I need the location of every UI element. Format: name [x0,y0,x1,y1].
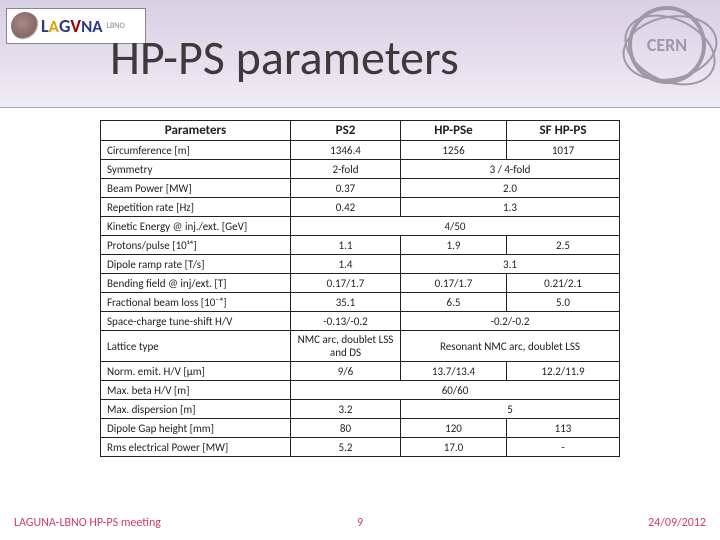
cern-label: CERN [647,34,687,56]
value-cell: 12.2/11.9 [507,362,620,381]
table-row: Repetition rate [Hz]0.421.3 [101,198,620,217]
param-cell: Protons/pulse [10¹⁴] [101,236,291,255]
value-cell: 1.4 [291,255,401,274]
param-cell: Dipole Gap height [mm] [101,419,291,438]
col-header-sfhpps: SF HP-PS [507,121,620,141]
value-cell: 0.17/1.7 [291,274,401,293]
logo-swirl-icon [11,12,39,40]
col-header-parameters: Parameters [101,121,291,141]
table-row: Fractional beam loss [10⁻⁴]35.16.55.0 [101,293,620,312]
slide-number: 9 [357,516,363,530]
value-cell: 9/6 [291,362,401,381]
value-cell: 3.2 [291,400,401,419]
param-cell: Kinetic Energy @ inj./ext. [GeV] [101,217,291,236]
value-cell: 0.17/1.7 [401,274,507,293]
value-cell: 2-fold [291,160,401,179]
table-row: Symmetry2-fold3 / 4-fold [101,160,620,179]
logo-letter: L [41,15,49,37]
footer-left: LAGUNA-LBNO HP-PS meeting [14,516,161,530]
slide-title: HP-PS parameters [110,28,459,87]
param-cell: Lattice type [101,331,291,362]
param-cell: Beam Power [MW] [101,179,291,198]
value-cell: Resonant NMC arc, doublet LSS [401,331,620,362]
table-row: Rms electrical Power [MW]5.217.0- [101,438,620,457]
param-cell: Fractional beam loss [10⁻⁴] [101,293,291,312]
value-cell: - [507,438,620,457]
table-row: Max. beta H/V [m]60/60 [101,381,620,400]
value-cell: 5.2 [291,438,401,457]
value-cell: 3.1 [401,255,620,274]
table-row: Beam Power [MW]0.372.0 [101,179,620,198]
value-cell: -0.2/-0.2 [401,312,620,331]
value-cell: 4/50 [291,217,620,236]
footer-date: 24/09/2012 [648,516,706,530]
table-header-row: Parameters PS2 HP-PSe SF HP-PS [101,121,620,141]
logo-letter: N [81,16,92,37]
param-cell: Symmetry [101,160,291,179]
value-cell: 113 [507,419,620,438]
table-row: Lattice typeNMC arc, doublet LSS and DSR… [101,331,620,362]
value-cell: -0.13/-0.2 [291,312,401,331]
logo-text: L A G V N A [41,15,103,37]
value-cell: 0.37 [291,179,401,198]
logo-letter: V [70,15,81,37]
value-cell: 1346.4 [291,141,401,160]
value-cell: 0.21/2.1 [507,274,620,293]
param-cell: Repetition rate [Hz] [101,198,291,217]
value-cell: 5.0 [507,293,620,312]
value-cell: 1.9 [401,236,507,255]
parameters-table: Parameters PS2 HP-PSe SF HP-PS Circumfer… [100,120,620,457]
table-row: Space-charge tune-shift H/V-0.13/-0.2-0.… [101,312,620,331]
value-cell: 1.1 [291,236,401,255]
table-row: Protons/pulse [10¹⁴]1.11.92.5 [101,236,620,255]
param-cell: Space-charge tune-shift H/V [101,312,291,331]
col-header-ps2: PS2 [291,121,401,141]
param-cell: Max. beta H/V [m] [101,381,291,400]
table-row: Kinetic Energy @ inj./ext. [GeV]4/50 [101,217,620,236]
table-row: Bending field @ inj/ext. [T]0.17/1.70.17… [101,274,620,293]
param-cell: Max. dispersion [m] [101,400,291,419]
value-cell: 13.7/13.4 [401,362,507,381]
value-cell: NMC arc, doublet LSS and DS [291,331,401,362]
col-header-hppse: HP-PSe [401,121,507,141]
value-cell: 35.1 [291,293,401,312]
value-cell: 5 [401,400,620,419]
value-cell: 2.0 [401,179,620,198]
param-cell: Circumference [m] [101,141,291,160]
param-cell: Norm. emit. H/V [μm] [101,362,291,381]
value-cell: 2.5 [507,236,620,255]
parameters-table-wrap: Parameters PS2 HP-PSe SF HP-PS Circumfer… [100,120,620,457]
value-cell: 80 [291,419,401,438]
table-row: Circumference [m]1346.412561017 [101,141,620,160]
param-cell: Rms electrical Power [MW] [101,438,291,457]
value-cell: 1017 [507,141,620,160]
logo-letter: A [49,16,59,37]
value-cell: 6.5 [401,293,507,312]
value-cell: 1.3 [401,198,620,217]
cern-logo-icon: CERN [628,6,706,84]
value-cell: 17.0 [401,438,507,457]
table-row: Max. dispersion [m]3.25 [101,400,620,419]
logo-letter: A [92,16,102,37]
param-cell: Dipole ramp rate [T/s] [101,255,291,274]
logo-letter: G [59,15,70,37]
value-cell: 0.42 [291,198,401,217]
value-cell: 3 / 4-fold [401,160,620,179]
value-cell: 120 [401,419,507,438]
param-cell: Bending field @ inj/ext. [T] [101,274,291,293]
table-row: Dipole Gap height [mm]80120113 [101,419,620,438]
value-cell: 60/60 [291,381,620,400]
value-cell: 1256 [401,141,507,160]
table-row: Dipole ramp rate [T/s]1.43.1 [101,255,620,274]
table-row: Norm. emit. H/V [μm]9/613.7/13.412.2/11.… [101,362,620,381]
